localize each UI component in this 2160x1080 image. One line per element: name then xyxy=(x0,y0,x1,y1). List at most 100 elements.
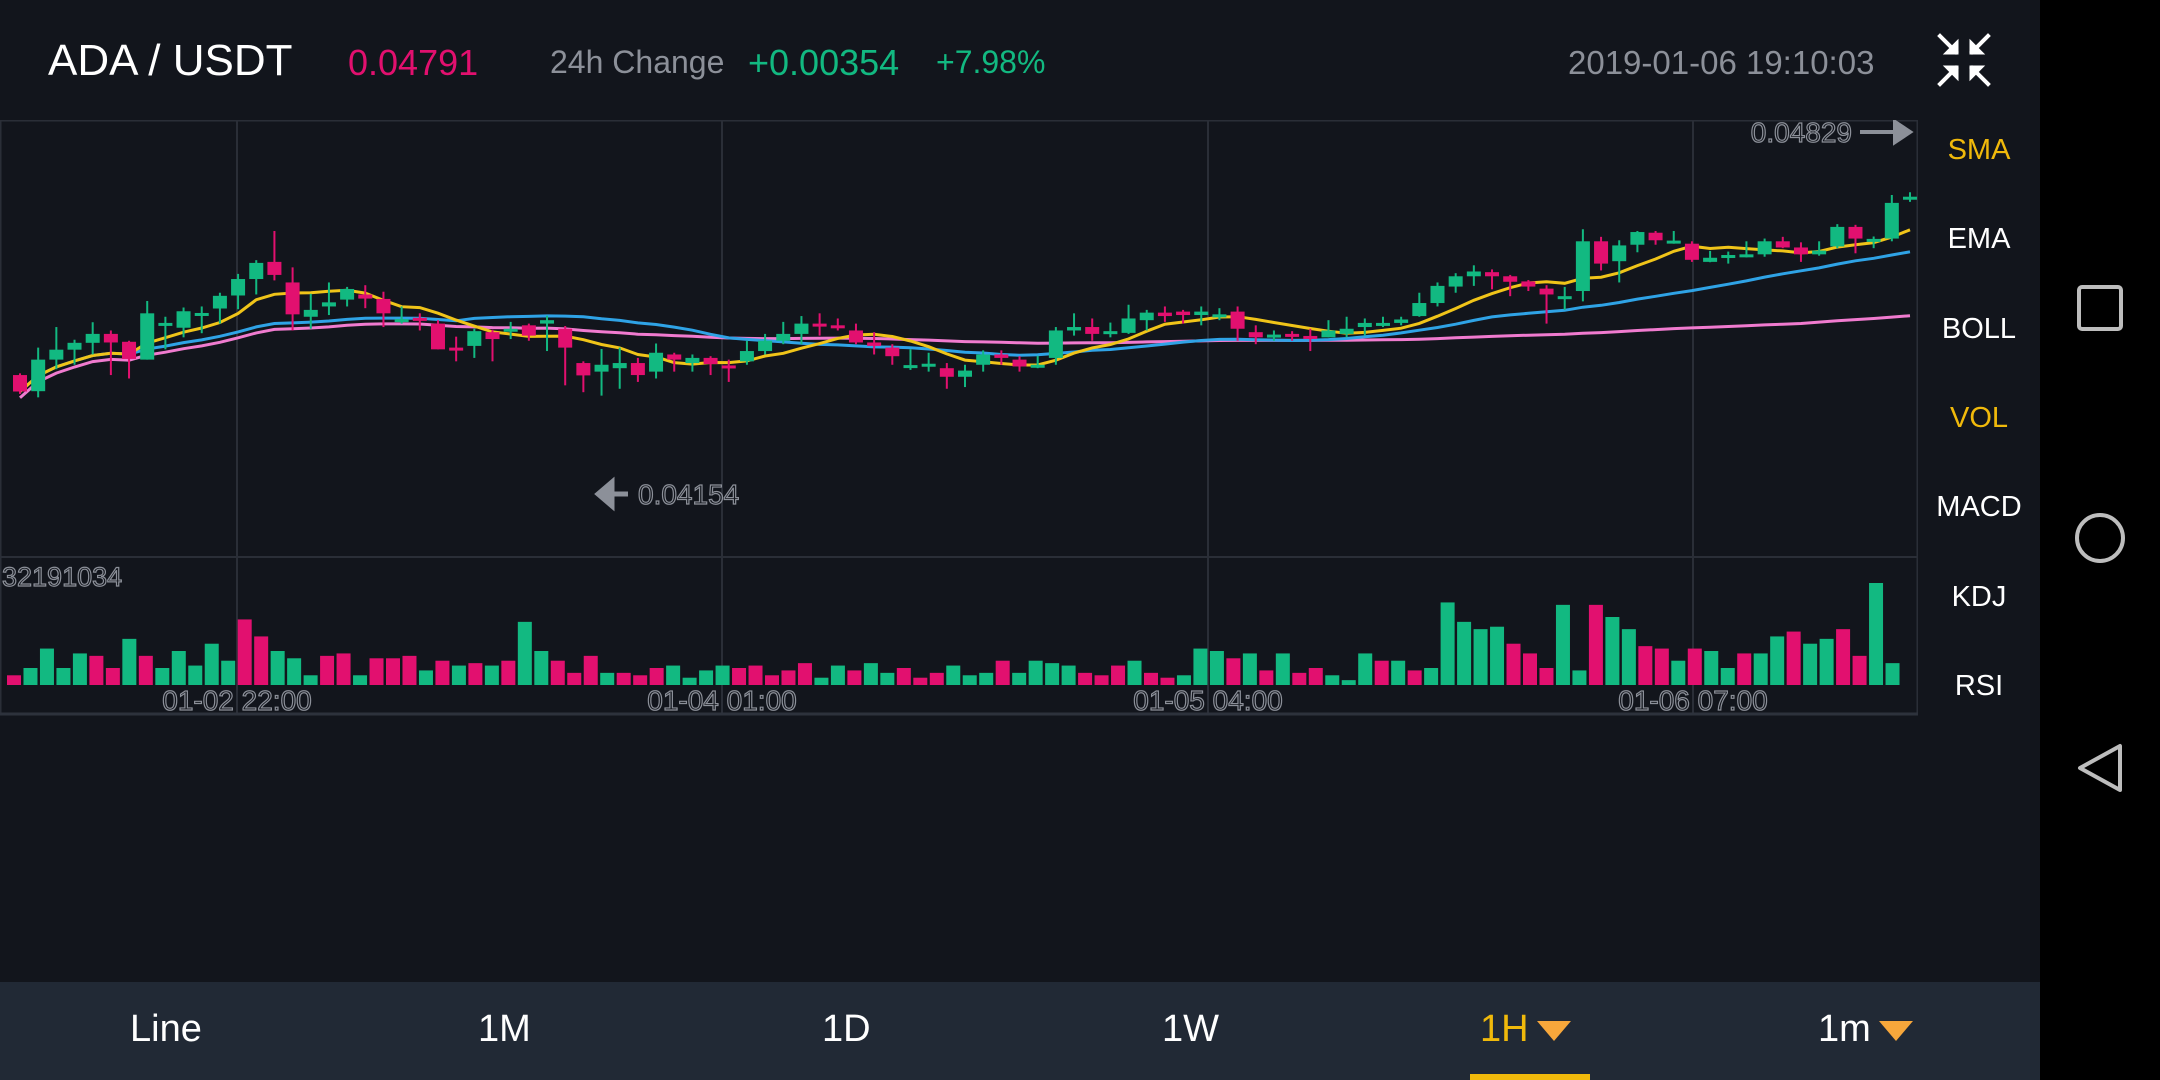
tab-label: 1M xyxy=(478,1008,531,1050)
tab-line[interactable]: Line xyxy=(130,1008,202,1051)
volume-bar xyxy=(699,670,714,685)
volume-bar xyxy=(1588,604,1603,685)
volume-bar xyxy=(105,668,120,685)
tab-label: 1m xyxy=(1818,1008,1871,1050)
candle-body xyxy=(540,320,555,324)
candle-body xyxy=(994,354,1009,358)
volume-bar xyxy=(1358,653,1373,685)
candle-body xyxy=(1775,241,1790,248)
tab-1h[interactable]: 1H xyxy=(1480,1008,1571,1051)
candle-body xyxy=(1303,335,1318,339)
chart-area[interactable]: 01-02 22:00 01-04 01:00 01-05 04:00 01-06 0… xyxy=(0,120,1918,982)
volume-bar xyxy=(913,677,928,685)
candle-body xyxy=(867,342,882,346)
volume-bar xyxy=(221,660,236,685)
candle-body xyxy=(1812,250,1827,255)
candle-body xyxy=(1321,330,1336,338)
candle-body xyxy=(1067,327,1082,331)
volume-bar xyxy=(402,655,417,685)
volume-bar xyxy=(468,663,483,685)
volume-bar xyxy=(600,672,615,685)
volume-bar xyxy=(1226,658,1241,685)
volume-bar xyxy=(303,675,318,685)
candle-body xyxy=(394,319,409,323)
volume-bar xyxy=(56,668,71,685)
tab-label: 1H xyxy=(1480,1008,1529,1050)
volume-bar xyxy=(1687,648,1702,685)
candle-body xyxy=(1830,226,1845,247)
candle-body xyxy=(758,340,773,352)
volume-bar xyxy=(1127,660,1142,685)
volume-bar xyxy=(451,665,466,685)
recents-button[interactable] xyxy=(2070,278,2130,338)
arrow-left-icon xyxy=(594,476,628,512)
volume-bar xyxy=(1061,665,1076,685)
volume-bar xyxy=(1242,653,1257,685)
candle-body xyxy=(249,262,264,280)
candle-body xyxy=(830,325,845,329)
candle-body xyxy=(1630,232,1645,245)
volume-bar xyxy=(23,668,38,685)
volume-bar xyxy=(1292,672,1307,685)
volume-bar xyxy=(830,665,845,685)
indicator-macd[interactable]: MACD xyxy=(1936,491,2022,524)
indicator-rsi[interactable]: RSI xyxy=(1954,669,2004,702)
candle-body xyxy=(321,302,336,307)
indicator-vol[interactable]: VOL xyxy=(1949,401,2009,434)
volume-bar xyxy=(880,672,895,685)
back-button[interactable] xyxy=(2070,738,2130,798)
volume-bar xyxy=(1852,655,1867,685)
back-triangle-icon xyxy=(2078,744,2122,792)
volume-bar xyxy=(1325,675,1340,685)
indicator-boll[interactable]: BOLL xyxy=(1941,312,2017,345)
volume-bar xyxy=(1737,653,1752,685)
tab-1d[interactable]: 1D xyxy=(822,1008,871,1051)
volume-bar xyxy=(781,670,796,685)
volume-bar xyxy=(1572,670,1587,685)
volume-bar xyxy=(1193,648,1208,685)
volume-bar xyxy=(1704,651,1719,685)
indicator-kdj[interactable]: KDJ xyxy=(1951,580,2007,613)
volume-bar xyxy=(353,675,368,685)
tab-1m[interactable]: 1M xyxy=(478,1008,531,1051)
header: ADA / USDT 0.04791 24h Change +0.00354 +… xyxy=(0,0,2040,120)
x-tick-label: 01-04 01:00 xyxy=(647,685,796,716)
tab-label: 1W xyxy=(1162,1008,1219,1050)
indicator-ema[interactable]: EMA xyxy=(1947,223,2011,256)
volume-bar xyxy=(287,658,302,685)
candle-body xyxy=(1666,240,1681,244)
volume-bar xyxy=(336,653,351,685)
volume-bar xyxy=(1836,629,1851,685)
candle-body xyxy=(739,351,754,362)
volume-bar xyxy=(1819,638,1834,685)
candle-body xyxy=(430,323,445,350)
volume-bar xyxy=(1473,629,1488,685)
candle-body xyxy=(1085,327,1100,334)
candle-body xyxy=(1048,330,1063,358)
arrow-right-icon xyxy=(1860,120,1914,146)
caret-down-icon xyxy=(1878,1020,1913,1041)
candle-body xyxy=(1448,276,1463,287)
indicator-sma[interactable]: SMA xyxy=(1947,134,2011,166)
candle-body xyxy=(1012,359,1027,367)
volume-bar xyxy=(567,672,582,685)
candle-body xyxy=(649,352,664,372)
candle-body xyxy=(558,328,573,348)
change-absolute: +0.00354 xyxy=(748,42,900,83)
candle-body xyxy=(1466,271,1481,277)
tab-1w[interactable]: 1W xyxy=(1162,1008,1219,1051)
candle-body xyxy=(576,363,591,376)
collapse-button[interactable] xyxy=(1936,32,1992,88)
candle-body xyxy=(1721,255,1736,259)
candle-body xyxy=(49,349,64,360)
volume-bar xyxy=(1078,672,1093,685)
home-button[interactable] xyxy=(2070,508,2130,568)
volume-bar xyxy=(1391,660,1406,685)
candle-body xyxy=(1266,334,1281,338)
volume-bar xyxy=(748,665,763,685)
volume-bar xyxy=(89,655,104,685)
candlestick-chart[interactable]: 01-02 22:00 01-04 01:00 01-05 04:00 01-06 0… xyxy=(0,120,1918,982)
volume-bar xyxy=(1374,660,1389,685)
max-price-label: 0.04829 xyxy=(1751,120,1852,148)
tab-1m[interactable]: 1m xyxy=(1818,1008,1913,1051)
